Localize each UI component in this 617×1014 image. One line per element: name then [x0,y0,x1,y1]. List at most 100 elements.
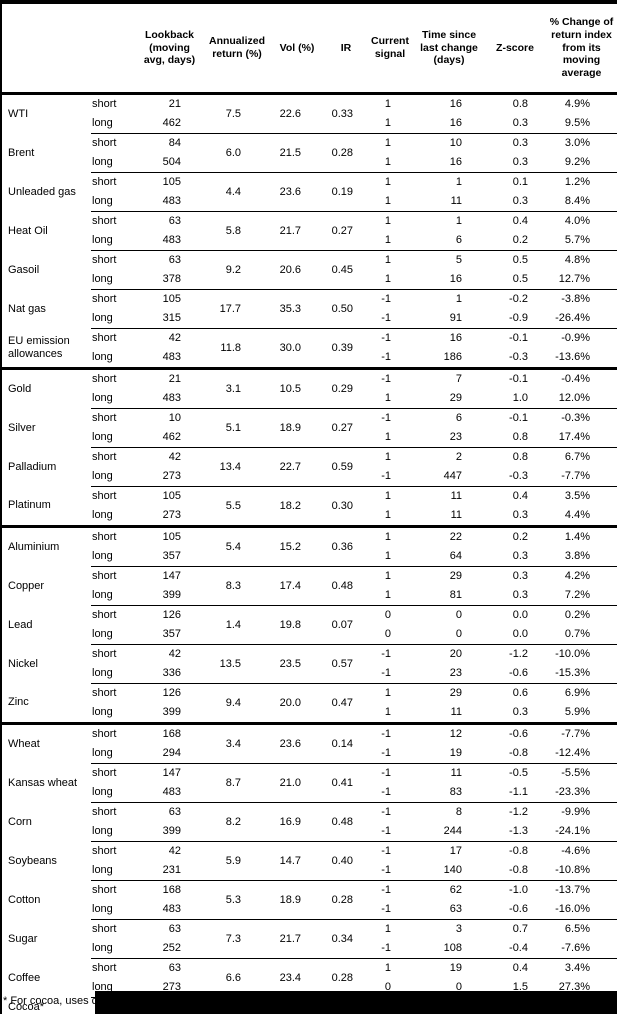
vol-value: 23.6 [268,172,326,212]
vol-value: 18.2 [268,486,326,527]
annualized-return-value: 9.2 [206,250,268,290]
lookback-value: 273 [162,981,181,993]
column-header-vol: Vol (%) [268,2,326,95]
annualized-return-value: 13.4 [206,447,268,487]
table-row: EU emission allowances short 42 11.8 30.0 0.3… [1,328,617,369]
z-score-value: 0.3 [484,566,546,586]
z-score-value: 0.8 [484,447,546,467]
pct-change-value: 12.7% [558,273,590,285]
commodity-name: Zinc [8,696,29,709]
ir-value: 0.40 [326,841,366,881]
table-row: long 336 -1 23 -0.6 -15.3% [1,664,617,684]
horizon-label: long [92,117,113,129]
column-header-pct_change: % Change of return index from its moving… [546,2,617,95]
pct-change-value: -0.9% [546,328,617,348]
pct-change-value: -10.8% [555,864,590,876]
pct-change-value: -0.3% [546,408,617,428]
commodity-name: Coffee [8,971,41,984]
table-row: long 273 1 11 0.3 4.4% [1,506,617,527]
time-since-change-value: 6 [414,408,484,428]
z-score-value: 0.1 [484,172,546,192]
current-signal-value: -1 [366,289,414,309]
column-header-time: Time since last change (days) [414,2,484,95]
time-since-change-value: 16 [414,328,484,348]
pct-change-value: -26.4% [555,312,590,324]
horizon-label: long [92,706,113,718]
ir-value: 0.28 [326,880,366,920]
ir-value: 0.29 [326,367,366,409]
current-signal-value: -1 [381,667,391,679]
lookback-value: 42 [133,644,206,664]
lookback-value: 483 [162,234,181,246]
lookback-value: 63 [133,211,206,231]
z-score-value: 0.8 [512,98,528,110]
annualized-return-value: 5.4 [206,525,268,567]
current-signal-value: -1 [381,747,391,759]
table-row: long 462 1 23 0.8 17.4% [1,428,617,448]
lookback-value: 231 [162,864,181,876]
z-score-value: 0.4 [484,958,546,978]
time-since-change-value: 62 [414,880,484,900]
current-signal-value: -1 [381,942,391,954]
ir-value: 0.33 [331,107,353,120]
z-score-value: -0.6 [509,903,528,915]
current-signal-value: 1 [366,566,414,586]
commodity-name: Soybeans [8,854,57,867]
horizon-label: long [92,509,113,521]
table-row: long 399 -1 244 -1.3 -24.1% [1,822,617,842]
horizon-label: short [91,566,133,586]
time-since-change-value: 11 [450,509,462,521]
lookback-value: 357 [162,550,181,562]
commodity-name: Palladium [8,460,57,473]
time-since-change-value: 1 [414,289,484,309]
horizon-label: short [91,486,133,506]
current-signal-value: 0 [384,628,391,640]
vol-value: 20.0 [268,683,326,724]
annualized-return-value: 7.5 [225,107,241,120]
table-row: long 252 -1 108 -0.4 -7.6% [1,939,617,959]
current-signal-value: 1 [366,919,414,939]
table-row: Platinum short 105 5.5 18.2 0.30 1 11 0.4 3.5% [1,486,617,527]
lookback-value: 483 [162,392,181,404]
horizon-label: long [92,786,113,798]
lookback-value: 462 [162,117,181,129]
current-signal-value: -1 [381,825,391,837]
pct-change-value: 5.9% [564,706,590,718]
table-row: long 483 1 11 0.3 8.4% [1,192,617,212]
table-row: Unleaded gas short 105 4.4 23.6 0.19 1 1 0.1 1.2% [1,172,617,212]
time-since-change-value: 447 [443,470,462,482]
annualized-return-value: 6.6 [206,958,268,998]
lookback-value: 63 [133,919,206,939]
horizon-label: long [92,589,113,601]
horizon-label: short [91,367,133,389]
table-row: Heat Oil short 63 5.8 21.7 0.27 1 1 0.4 4.0% [1,211,617,251]
pct-change-value: 4.2% [546,566,617,586]
horizon-label: short [91,605,133,625]
pct-change-value: 0.7% [564,628,590,640]
current-signal-value: -1 [381,864,391,876]
commodity-name: Lead [8,618,33,631]
vol-value: 10.5 [268,367,326,409]
horizon-label: long [92,195,113,207]
lookback-value: 21 [133,367,206,389]
horizon-label: short [91,644,133,664]
z-score-value: 0.3 [512,550,528,562]
lookback-value: 294 [162,747,181,759]
horizon-label: long [92,942,113,954]
commodity-name: EU emission allowances [8,335,70,360]
vol-value: 23.5 [268,644,326,684]
z-score-value: -0.4 [509,942,528,954]
table-row: long 357 1 64 0.3 3.8% [1,547,617,567]
annualized-return-value: 8.7 [206,763,268,803]
current-signal-value: -1 [366,880,414,900]
lookback-value: 168 [133,722,206,744]
pct-change-value: 3.8% [564,550,590,562]
lookback-value: 84 [133,133,206,153]
current-signal-value: 1 [384,431,391,443]
annualized-return-value: 3.1 [206,367,268,409]
commodity-name: Heat Oil [8,224,48,237]
commodity-name: Gold [1,367,91,409]
z-score-value: 0.3 [512,509,528,521]
z-score-value: 0.3 [512,117,528,129]
